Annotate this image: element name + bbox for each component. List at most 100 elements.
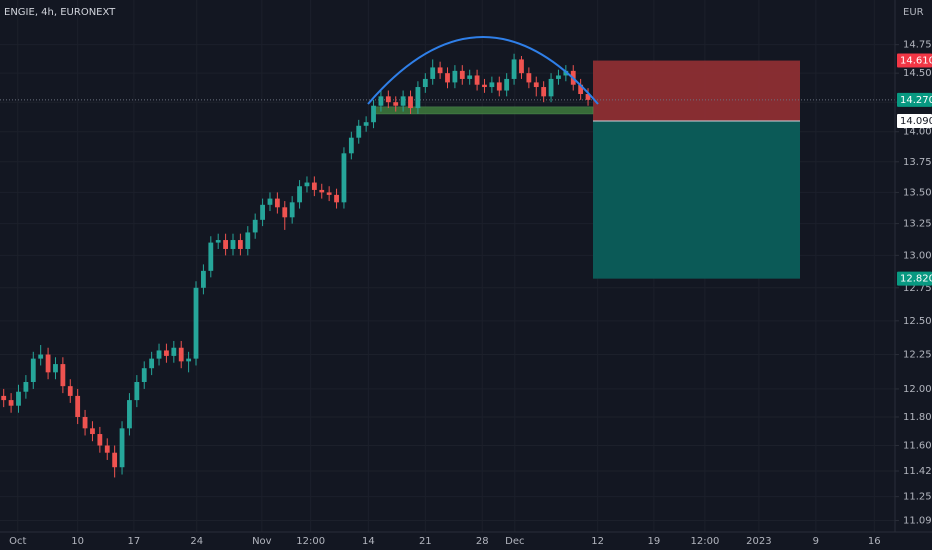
x-tick-label: 12:00 [690, 536, 719, 547]
y-tick-label: 11.600 [903, 441, 932, 452]
candle-body [526, 73, 532, 83]
candle-body [119, 428, 125, 468]
candle-body [45, 354, 51, 373]
x-tick-label: 28 [476, 536, 489, 547]
stop-zone [593, 60, 800, 122]
candle-body [393, 102, 399, 106]
candle-body [289, 202, 295, 218]
candle-body [467, 75, 473, 79]
price-tag-label: 14.270 [900, 95, 932, 106]
y-tick-label: 13.000 [903, 250, 932, 261]
candle-body [378, 96, 384, 106]
candle-body [97, 434, 103, 446]
price-tag [897, 53, 932, 68]
x-tick-label: 17 [128, 536, 141, 547]
y-tick-label: 14.000 [903, 127, 932, 138]
y-tick-label: 13.750 [903, 157, 932, 168]
candle-body [90, 428, 95, 435]
candle-body [585, 94, 591, 100]
candle-body [186, 358, 192, 362]
candle-body [112, 452, 118, 468]
candle-body [445, 73, 450, 83]
candle-body [141, 368, 147, 382]
x-tick-label: 10 [71, 536, 84, 547]
candle-body [519, 59, 524, 74]
x-tick-label: 24 [190, 536, 203, 547]
candle-body [541, 87, 547, 97]
y-tick-label: 14.750 [903, 40, 932, 51]
candle-body [511, 59, 517, 79]
candle-body [252, 219, 258, 233]
axis-labels: 11.090 11.250 11.424 11.600 11.800 12.000 12.2… [9, 40, 932, 547]
zones [0, 60, 895, 279]
candle-body [400, 96, 406, 106]
candle-body [356, 125, 362, 138]
candle-body [149, 358, 155, 369]
candle-body [578, 84, 584, 95]
candle-body [171, 347, 177, 356]
price-tag [897, 271, 932, 286]
candle-body [348, 137, 354, 154]
price-tag-label: 12.820 [900, 274, 932, 285]
candle-body [208, 242, 214, 271]
x-tick-label: 9 [813, 536, 819, 547]
candle-body [430, 67, 436, 79]
target-zone [593, 121, 800, 279]
support-zone [371, 106, 594, 115]
y-tick-label: 13.250 [903, 219, 932, 230]
y-tick-label: 12.500 [903, 316, 932, 327]
candle-body [156, 350, 162, 359]
candle-body [563, 70, 569, 76]
candle-body [230, 240, 236, 249]
candle-body [178, 347, 184, 362]
candle-body [193, 287, 199, 359]
candle-body [104, 445, 110, 453]
candle-body [260, 204, 265, 220]
candle-body [8, 400, 14, 406]
candle-body [452, 70, 458, 83]
candles [1, 53, 591, 478]
price-tag-label: 14.610 [900, 56, 932, 67]
candle-body [363, 122, 369, 126]
y-tick-label: 11.250 [903, 492, 932, 503]
y-tick-label: 11.800 [903, 412, 932, 423]
candle-body [237, 240, 243, 249]
candle-body [1, 395, 7, 401]
candle-body [16, 391, 21, 406]
candle-body [282, 207, 288, 218]
candle-body [459, 70, 465, 79]
x-tick-label: Nov [252, 536, 272, 547]
candle-body [474, 75, 480, 85]
candle-body [215, 240, 221, 243]
x-tick-label: 14 [362, 536, 375, 547]
candle-body [319, 189, 325, 193]
candle-body [422, 78, 428, 88]
arc-drawing [367, 36, 599, 105]
candle-body [304, 182, 310, 187]
candle-body [311, 182, 317, 190]
candle-body [556, 75, 561, 79]
candle-body [53, 364, 58, 373]
x-tick-label: 19 [648, 536, 661, 547]
candle-body [504, 78, 510, 91]
candle-body [482, 84, 487, 88]
candle-body [75, 395, 81, 417]
x-tick-label: 2023 [746, 536, 771, 547]
candle-body [326, 192, 332, 195]
x-tick-label: 12:00 [296, 536, 325, 547]
x-tick-label: 21 [419, 536, 432, 547]
candle-body [201, 270, 206, 288]
candle-body [60, 364, 66, 387]
candle-body [274, 198, 280, 208]
x-tick-label: Dec [505, 536, 524, 547]
currency: EUR [903, 7, 924, 18]
y-tick-label: 12.750 [903, 283, 932, 294]
candle-body [67, 386, 73, 396]
x-tick-label: Oct [9, 536, 26, 547]
candle-body [164, 350, 169, 356]
candle-body [415, 87, 421, 109]
y-tick-label: 12.000 [903, 384, 932, 395]
candle-body [297, 186, 302, 203]
candle-body [334, 194, 339, 203]
